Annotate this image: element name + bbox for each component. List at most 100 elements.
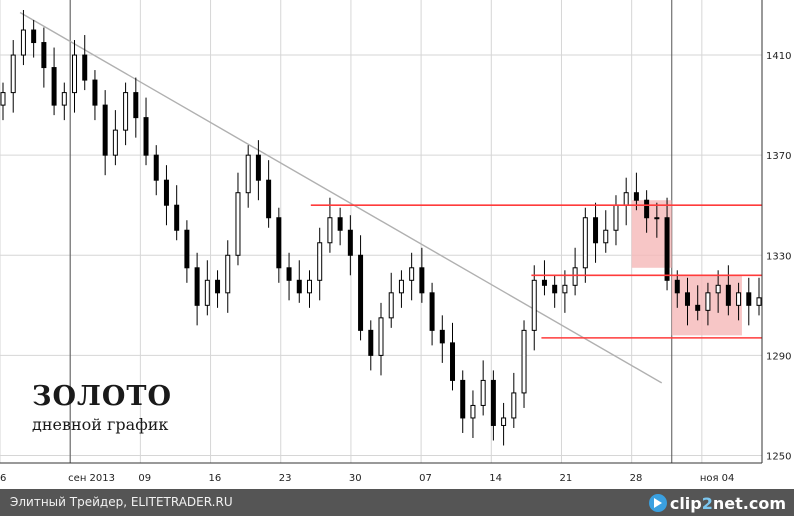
candle-body	[184, 229, 190, 269]
candle-body	[31, 29, 37, 44]
trendline	[19, 11, 663, 384]
x-tick-label: ноя 04	[700, 473, 735, 484]
candle-body	[102, 104, 108, 156]
candle-body	[327, 217, 333, 244]
candle-body	[61, 92, 67, 106]
clip2net-wordmark: clip2net.com	[669, 493, 786, 513]
candle-body	[388, 292, 394, 319]
chart-subtitle: дневной график	[32, 415, 168, 434]
candle-body	[215, 279, 221, 294]
candle-body	[398, 279, 404, 294]
candle-body	[715, 284, 721, 294]
candle-body	[419, 267, 425, 294]
y-tick-label: 1410	[766, 51, 791, 62]
candle-body	[163, 179, 169, 206]
candle-body	[174, 204, 180, 231]
candle-body	[521, 329, 527, 394]
axes: 1250 1290 1330 1370 1410 6 сен 2013 09 16 23 30 07 1…	[0, 0, 791, 484]
candle-body	[112, 129, 118, 156]
candle-body	[0, 92, 6, 106]
candle-body	[51, 67, 57, 106]
candle-body	[255, 154, 261, 181]
x-tick-label: 09	[138, 473, 151, 484]
candle-body	[501, 417, 507, 426]
candle-body	[133, 92, 139, 119]
candle-body	[378, 317, 384, 356]
gold-daily-chart: 1250 1290 1330 1370 1410 6 сен 2013 09 16 23 30 07 1…	[0, 0, 792, 484]
candle-body	[511, 392, 517, 419]
candle-body	[541, 279, 547, 286]
x-tick-label: 28	[630, 473, 643, 484]
candle-body	[10, 54, 16, 94]
candle-body	[429, 292, 435, 331]
candle-body	[490, 379, 496, 426]
candle-body	[92, 79, 98, 106]
candle-body	[204, 279, 210, 306]
candle-body	[725, 284, 731, 306]
footer-source-text: Элитный Трейдер, ELITETRADER.RU	[10, 495, 233, 509]
candle-body	[623, 192, 629, 206]
candle-body	[450, 342, 456, 381]
candle-body	[582, 217, 588, 269]
candle-body	[41, 42, 47, 69]
candle-body	[572, 267, 578, 286]
candle-body	[306, 279, 312, 294]
y-tick-label: 1370	[766, 151, 791, 162]
candle-body	[531, 279, 537, 331]
candle-body	[552, 284, 558, 294]
x-tick-label: 07	[419, 473, 432, 484]
candle-body	[225, 254, 231, 294]
candle-body	[143, 117, 149, 156]
candle-body	[235, 192, 241, 256]
candle-body	[337, 217, 343, 231]
candle-body	[266, 179, 272, 219]
candle-body	[480, 379, 486, 406]
x-tick-label: 16	[209, 473, 222, 484]
candle-body	[633, 192, 639, 201]
candle-body	[123, 92, 129, 131]
candle-body	[705, 292, 711, 311]
candle-body	[194, 267, 200, 306]
candle-body	[72, 54, 78, 94]
x-tick-label: 14	[489, 473, 502, 484]
clip2net-logo: clip2net.com	[648, 493, 786, 513]
candle-body	[644, 199, 650, 219]
candle-body	[470, 404, 476, 419]
candle-body	[746, 292, 752, 306]
y-tick-label: 1290	[766, 351, 791, 362]
candle-body	[245, 154, 251, 194]
x-tick-label: 30	[349, 473, 362, 484]
candle-body	[664, 217, 670, 281]
candle-body	[286, 267, 292, 281]
x-tick-label: 6	[0, 473, 6, 484]
candle-body	[736, 292, 742, 306]
candle-body	[153, 154, 159, 181]
candle-body	[603, 229, 609, 244]
x-tick-label: 21	[559, 473, 572, 484]
resistance-lines	[310, 204, 762, 339]
footer-bar: Элитный Трейдер, ELITETRADER.RU clip2net…	[0, 489, 794, 516]
x-tick-label: 23	[279, 473, 292, 484]
clip2net-icon	[648, 494, 667, 512]
candles	[0, 10, 762, 446]
candle-body	[82, 54, 88, 81]
candle-body	[317, 242, 323, 281]
candle-body	[674, 279, 680, 294]
candle-body	[296, 279, 302, 294]
candle-body	[409, 267, 415, 281]
candle-body	[654, 217, 660, 220]
candle-body	[358, 254, 364, 331]
chart-title: ЗОЛОТО	[32, 381, 172, 412]
x-tick-label: сен 2013	[68, 473, 115, 484]
candle-body	[368, 329, 374, 356]
candle-body	[20, 29, 26, 56]
candle-body	[695, 304, 701, 311]
candle-body	[593, 217, 599, 244]
candle-body	[276, 217, 282, 269]
downtrend-line	[19, 11, 663, 384]
candle-body	[347, 229, 353, 256]
y-tick-label: 1330	[766, 251, 791, 262]
candle-body	[460, 379, 466, 419]
candle-body	[756, 297, 762, 306]
y-tick-label: 1250	[766, 451, 791, 462]
